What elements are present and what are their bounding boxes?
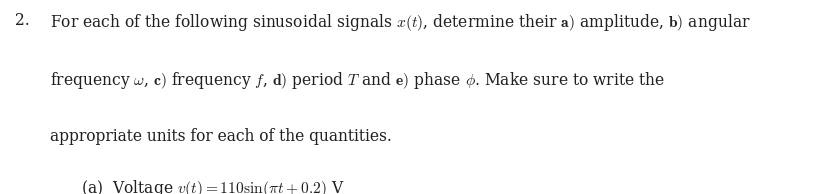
Text: appropriate units for each of the quantities.: appropriate units for each of the quanti… <box>50 128 391 145</box>
Text: 2.: 2. <box>15 12 30 29</box>
Text: frequency $\omega$, $\mathbf{c)}$ frequency $f$, $\mathbf{d)}$ period $T$ and $\: frequency $\omega$, $\mathbf{c)}$ freque… <box>50 70 664 91</box>
Text: (a)  Voltage $v(t) = 110\sin(\pi t + 0.2)$ V: (a) Voltage $v(t) = 110\sin(\pi t + 0.2)… <box>81 178 344 194</box>
Text: For each of the following sinusoidal signals $x(t)$, determine their $\mathbf{a): For each of the following sinusoidal sig… <box>50 12 749 33</box>
